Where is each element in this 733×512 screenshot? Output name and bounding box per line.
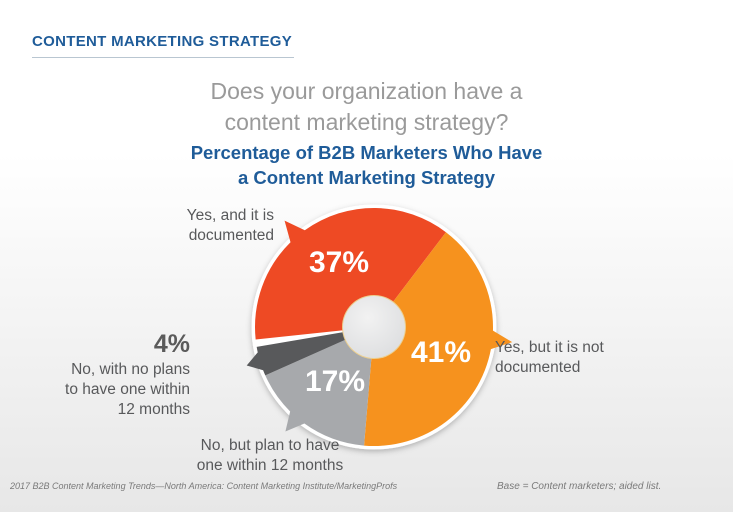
svg-text:37%: 37% bbox=[309, 246, 369, 279]
svg-text:41%: 41% bbox=[411, 336, 471, 369]
svg-text:17%: 17% bbox=[305, 365, 365, 398]
